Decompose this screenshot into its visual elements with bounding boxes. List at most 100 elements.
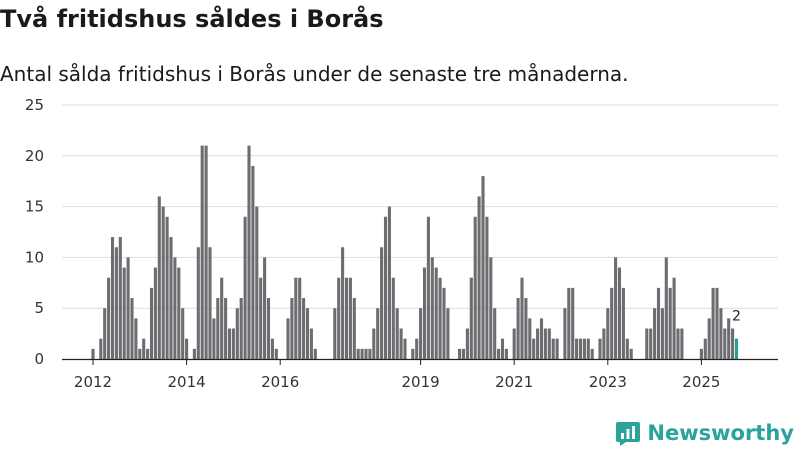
bar: [192, 348, 196, 359]
y-tick-label: 25: [25, 96, 44, 114]
bar: [177, 267, 181, 359]
bar: [403, 338, 407, 359]
bar: [575, 338, 579, 359]
y-tick-label: 5: [34, 299, 44, 317]
bar: [224, 298, 228, 359]
bar: [165, 216, 169, 359]
x-tick-label: 2025: [682, 373, 720, 391]
bar: [504, 348, 508, 359]
bar: [500, 338, 505, 359]
bar: [419, 308, 423, 359]
bar: [512, 328, 516, 359]
x-tick-label: 2019: [402, 373, 440, 391]
bar: [458, 348, 462, 359]
bar: [372, 328, 376, 359]
bar: [157, 196, 161, 359]
bar: [107, 277, 111, 359]
bar: [426, 216, 430, 359]
bar: [305, 308, 310, 359]
bar: [383, 216, 388, 359]
bar: [493, 308, 497, 359]
bar: [660, 308, 664, 359]
bar: [103, 308, 107, 359]
bar: [251, 165, 255, 359]
bar: [727, 318, 731, 359]
bar: [399, 328, 403, 359]
bar: [563, 308, 567, 359]
bar: [395, 308, 399, 359]
bar: [547, 328, 551, 359]
x-tick-label: 2016: [261, 373, 299, 391]
x-tick-label: 2021: [495, 373, 533, 391]
bar: [481, 176, 485, 359]
x-tick-label: 2014: [168, 373, 206, 391]
x-tick-label: 2012: [74, 373, 112, 391]
bar: [625, 338, 629, 359]
bar: [567, 287, 571, 359]
bar: [614, 257, 618, 359]
bar: [430, 257, 434, 359]
bar: [138, 348, 142, 359]
bar: [731, 328, 735, 359]
bar: [360, 348, 364, 359]
bar: [489, 257, 493, 359]
bar: [582, 338, 586, 359]
y-tick-label: 10: [25, 248, 44, 266]
bar: [668, 287, 672, 359]
bar: [181, 308, 185, 359]
bar: [274, 348, 278, 359]
bar: [126, 257, 130, 359]
bar: [656, 287, 661, 359]
bar: [290, 298, 294, 359]
bar: [473, 216, 477, 359]
bar: [227, 328, 232, 359]
bar: [142, 338, 146, 359]
bar: [520, 277, 524, 359]
bar: [617, 267, 622, 359]
bar: [153, 267, 157, 359]
bar: [263, 257, 267, 359]
bar: [711, 287, 715, 359]
bar: [415, 338, 419, 359]
bar: [653, 308, 657, 359]
bar: [348, 277, 352, 359]
bar: [344, 277, 349, 359]
bar: [185, 338, 189, 359]
newsworthy-logo-icon: [616, 422, 641, 446]
bar: [532, 338, 536, 359]
bar: [243, 216, 247, 359]
bar: [270, 338, 274, 359]
y-tick-label: 0: [34, 350, 44, 368]
bar: [621, 287, 625, 359]
bar: [212, 318, 216, 359]
bar: [516, 298, 520, 359]
bar: [134, 318, 138, 359]
bar: [294, 277, 298, 359]
bar: [485, 216, 489, 359]
brand-name: Newsworthy: [647, 421, 794, 445]
bar: [524, 298, 528, 359]
bar: [149, 287, 154, 359]
bar: [719, 308, 723, 359]
bar: [302, 298, 306, 359]
bar: [341, 247, 345, 359]
bar: [110, 237, 115, 359]
bar: [91, 348, 95, 359]
chart-subtitle: Antal sålda fritidshus i Borås under de …: [0, 62, 629, 86]
bar: [333, 308, 337, 359]
bar: [146, 348, 150, 359]
bar: [352, 298, 356, 359]
bar: [446, 308, 450, 359]
bar: [606, 308, 610, 359]
bar: [680, 328, 684, 359]
bar: [118, 237, 122, 359]
bar: [364, 348, 368, 359]
bar: [649, 328, 653, 359]
bar: [173, 257, 177, 359]
bar: [130, 298, 134, 359]
bar: [169, 237, 173, 359]
bar: [220, 277, 224, 359]
bar-highlight: [734, 338, 739, 359]
bar: [536, 328, 540, 359]
